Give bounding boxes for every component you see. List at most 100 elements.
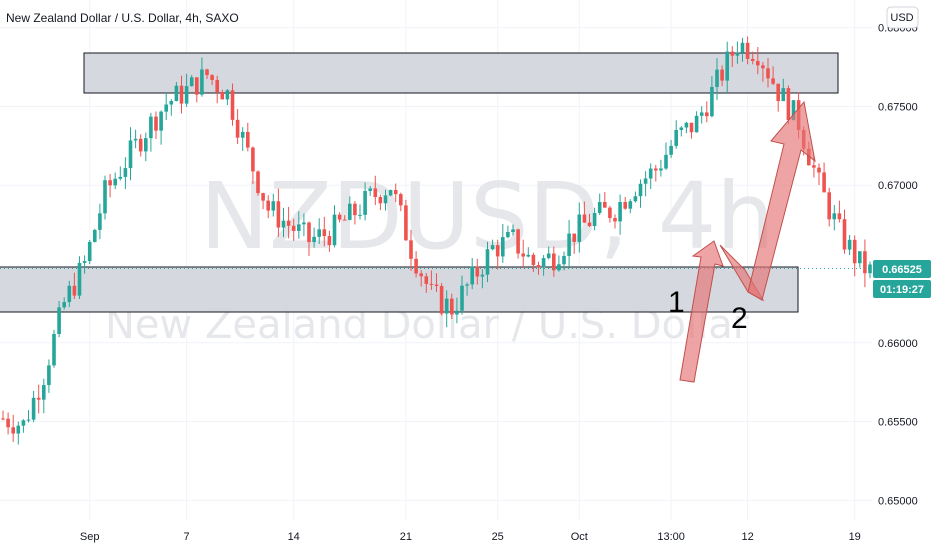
candle: [302, 213, 306, 237]
candle: [531, 252, 536, 272]
candle-body: [399, 194, 403, 206]
candle-body: [11, 427, 15, 434]
candle: [490, 239, 495, 251]
candle-body: [465, 284, 469, 286]
projection-arrow-1[interactable]: [679, 240, 724, 383]
support-zone[interactable]: [0, 266, 799, 313]
candle: [393, 183, 398, 202]
candle-body: [184, 86, 189, 104]
candle: [36, 384, 41, 414]
candle-body: [200, 69, 204, 95]
candle: [536, 261, 541, 275]
candle-body: [302, 222, 306, 225]
candle: [21, 419, 26, 433]
candle-body: [210, 75, 214, 80]
candle: [82, 255, 87, 274]
candle: [705, 101, 709, 123]
candle: [689, 122, 694, 139]
candle-body: [108, 180, 112, 186]
candle-body: [531, 254, 536, 266]
candle-body: [72, 285, 77, 296]
candle-body: [373, 188, 378, 198]
candle-body: [638, 183, 643, 197]
candle: [429, 270, 434, 290]
candle: [276, 188, 281, 237]
candle-body: [572, 233, 576, 242]
candle: [470, 258, 474, 290]
candle-body: [817, 167, 821, 173]
candle: [608, 205, 612, 223]
candle-body: [271, 201, 276, 211]
candle: [694, 111, 699, 133]
candle-body: [123, 168, 128, 177]
candle-body: [327, 236, 332, 246]
candle-body: [47, 365, 51, 386]
candle-body: [230, 90, 235, 120]
candle-body: [251, 147, 255, 172]
candle-body: [220, 92, 225, 100]
candle-body: [378, 197, 383, 204]
candle-body: [715, 69, 719, 87]
candle-body: [26, 419, 31, 421]
candle-body: [521, 253, 525, 257]
candle-body: [694, 115, 699, 133]
candle: [444, 290, 449, 328]
price-tick-label: 0.67500: [878, 101, 918, 113]
candle: [327, 230, 332, 252]
last-price-value: 0.66525: [882, 264, 922, 276]
candle: [6, 412, 10, 435]
candle-body: [215, 79, 219, 93]
candle-body: [363, 190, 367, 215]
candle: [623, 197, 627, 210]
candle-body: [781, 88, 786, 102]
candle: [541, 255, 546, 276]
candle-body: [87, 241, 92, 262]
candle: [169, 99, 174, 116]
candle-body: [128, 140, 133, 169]
candle-body: [725, 51, 729, 81]
candle-body: [36, 397, 41, 400]
candle-body: [383, 195, 388, 204]
candle: [200, 57, 204, 97]
candle-body: [791, 100, 796, 121]
candle: [93, 228, 97, 243]
candle-body: [82, 261, 87, 263]
candle-body: [138, 138, 143, 152]
candle-body: [756, 60, 760, 66]
candle: [638, 179, 643, 208]
candle: [699, 106, 704, 124]
candle-body: [475, 266, 480, 277]
candle: [725, 41, 729, 93]
candle: [582, 201, 587, 223]
candle-body: [6, 418, 10, 428]
candle: [353, 201, 357, 225]
bar-countdown: 01:19:27: [880, 284, 924, 296]
candle: [251, 146, 255, 184]
projection-arrow-3[interactable]: [747, 100, 816, 301]
candle-body: [286, 220, 291, 226]
candle: [240, 127, 245, 151]
candle: [220, 89, 225, 100]
time-axis[interactable]: [0, 520, 872, 550]
candle: [648, 163, 653, 189]
candle: [592, 207, 597, 231]
price-tick-label: 0.67000: [878, 180, 918, 192]
candle: [587, 213, 592, 227]
candle-body: [623, 202, 627, 209]
candle-body: [429, 283, 434, 285]
currency-button[interactable]: USD: [886, 6, 919, 29]
candle-body: [297, 224, 301, 231]
candle-body: [307, 222, 311, 243]
candle-body: [812, 165, 816, 168]
candle-body: [720, 69, 724, 81]
candle-body: [490, 245, 495, 250]
candle: [745, 36, 750, 65]
candle: [113, 172, 117, 190]
candle-body: [205, 69, 209, 76]
candle-body: [113, 178, 117, 186]
candle-body: [261, 193, 265, 201]
candle: [164, 92, 168, 120]
candle: [822, 162, 826, 193]
candle: [149, 112, 153, 152]
